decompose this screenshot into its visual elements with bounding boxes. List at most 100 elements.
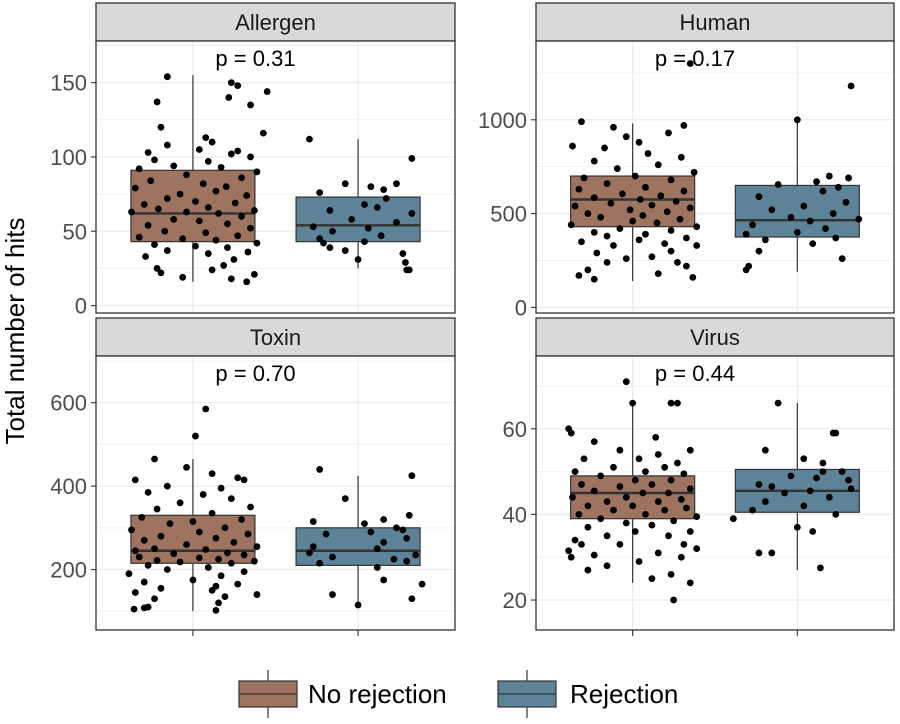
y-tick-label: 150 [50,71,87,96]
data-point [590,157,598,165]
data-point [616,483,624,490]
data-point [665,532,672,540]
data-point [208,138,216,146]
data-point [597,213,605,221]
data-point [590,551,598,559]
data-point [674,258,681,266]
data-point [408,595,416,603]
data-point [131,547,139,555]
data-point [619,190,626,198]
data-point [354,256,362,263]
data-point [575,511,583,518]
data-point [575,272,583,279]
data-point [648,521,656,529]
data-point [189,576,197,584]
data-point [399,526,407,534]
data-point [341,180,349,188]
data-point [306,135,313,143]
data-point [742,266,750,274]
panel-border [95,355,456,631]
data-point [253,543,261,550]
data-point [622,133,630,141]
data-point [654,161,662,169]
data-point [208,470,216,478]
data-point [661,240,669,247]
legend-label: Rejection [570,679,678,709]
data-point [204,250,212,257]
panel-virus: Virus 20 40 60 p = 0.44 [503,317,895,636]
data-point [234,474,242,482]
data-point [399,250,407,257]
data-point [412,551,420,559]
data-point [140,536,148,544]
data-point [654,549,662,557]
data-point [217,163,225,171]
data-point [227,79,235,87]
data-point [631,476,639,484]
data-point [677,553,685,561]
data-point [192,432,199,440]
data-point [373,545,381,553]
data-point [787,472,795,480]
data-point [135,233,143,241]
data-point [238,212,245,220]
data-point [138,513,146,521]
data-point [642,511,649,518]
data-point [326,244,334,252]
data-point [247,101,254,109]
data-point [224,220,231,228]
p-value-label: p = 0.17 [655,46,735,71]
data-point [793,523,801,531]
data-point [565,547,573,555]
data-point [234,232,242,240]
data-point [250,557,258,565]
data-point [584,502,592,510]
data-point [755,247,763,255]
data-point [220,262,228,269]
data-point [806,217,814,225]
data-point [208,586,216,594]
data-point [667,476,675,484]
data-point [601,144,608,152]
data-point [195,528,203,536]
data-point [380,539,388,546]
data-point [832,511,840,518]
data-point [192,198,199,205]
data-point [163,141,171,149]
box-rejection [295,196,421,243]
data-point [683,234,690,242]
data-point [657,192,665,200]
data-point [195,554,203,562]
data-point [405,511,413,519]
data-point [316,189,324,197]
data-point [578,481,585,488]
data-point [217,572,225,580]
data-point [161,227,169,235]
data-point [661,506,669,514]
data-point [768,549,776,557]
data-point [217,484,225,492]
data-point [667,399,675,407]
data-point [316,235,324,243]
data-point [373,564,381,571]
data-point [240,568,248,576]
data-point [686,528,694,535]
data-point [665,489,672,497]
data-point [361,201,368,208]
data-point [131,476,139,484]
p-value-label: p = 0.31 [215,46,295,71]
data-point [195,146,203,153]
data-point [626,206,634,214]
data-point [686,446,694,454]
data-point [170,162,178,170]
data-point [157,269,165,277]
data-point [153,98,161,106]
data-point [578,118,585,126]
data-point [393,524,400,532]
data-point [616,446,624,454]
legend-label: No rejection [308,679,447,709]
data-point [670,596,678,604]
data-point [234,580,242,588]
data-point [663,208,671,216]
data-point [686,485,694,493]
